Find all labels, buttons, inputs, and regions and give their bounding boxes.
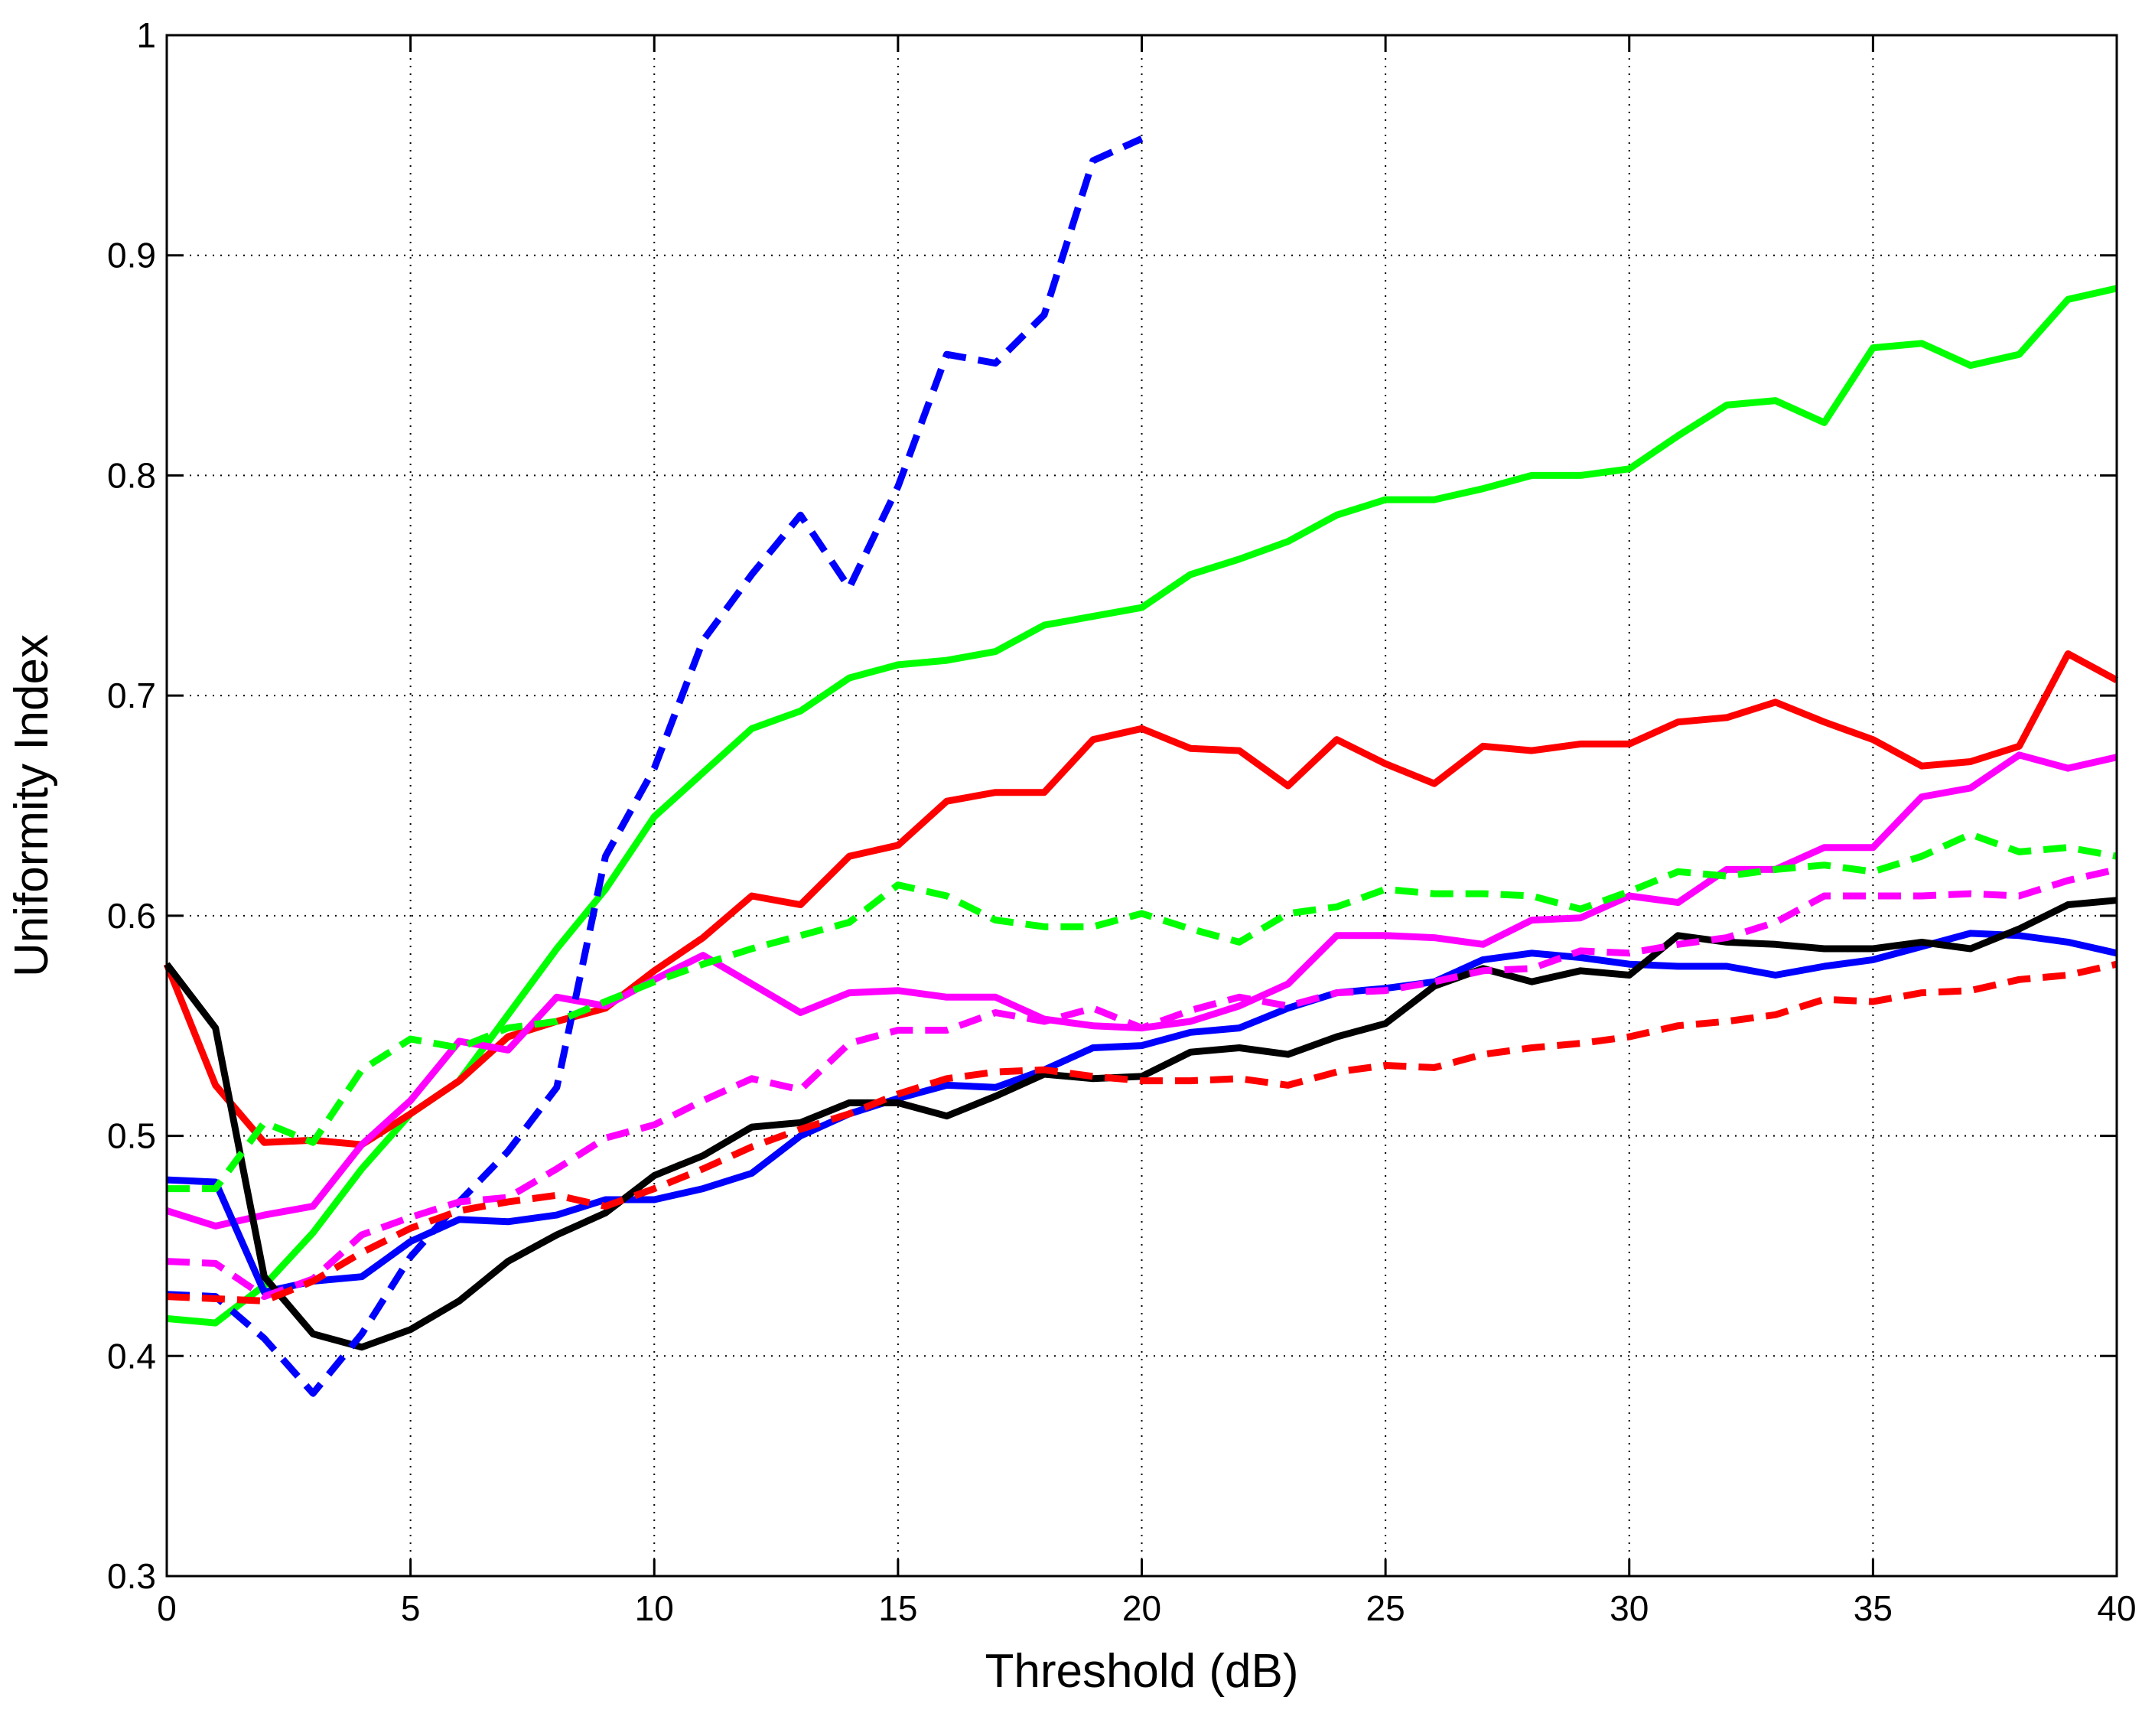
- y-tick-label: 0.5: [107, 1116, 156, 1156]
- series-line-7: [167, 830, 2118, 1193]
- x-tick-label: 30: [1610, 1588, 1649, 1628]
- y-tick-label: 1: [136, 15, 156, 55]
- series-line-2: [163, 650, 2119, 1148]
- series-line-1: [166, 285, 2118, 1327]
- series-group: [163, 135, 2119, 1397]
- x-tick-label: 5: [401, 1588, 421, 1628]
- series-line-4: [166, 930, 2118, 1296]
- y-tick-label: 0.4: [107, 1336, 156, 1376]
- y-tick-label: 0.3: [107, 1556, 156, 1596]
- x-tick-label: 0: [157, 1588, 177, 1628]
- x-tick-label: 20: [1122, 1588, 1161, 1628]
- series-line-9: [166, 960, 2118, 1304]
- series-line-8: [166, 866, 2118, 1301]
- x-tick-label: 15: [878, 1588, 917, 1628]
- plot-area: [167, 35, 2117, 1576]
- y-axis-title: Uniformity Index: [5, 634, 58, 977]
- x-tick-label: 10: [635, 1588, 674, 1628]
- ticks: 0 5 10 15 20 25 30 35 40 0.3 0.4 0.5 0.6 0.7 0.8 0.9 1: [107, 15, 2137, 1628]
- series-line-6: [166, 135, 1144, 1397]
- x-tick-label: 25: [1366, 1588, 1405, 1628]
- x-tick-label: 35: [1854, 1588, 1893, 1628]
- y-tick-label: 0.6: [107, 896, 156, 936]
- x-axis-title: Threshold (dB): [985, 1645, 1298, 1698]
- x-tick-label: 40: [2097, 1588, 2136, 1628]
- y-tick-label: 0.8: [107, 455, 156, 495]
- y-tick-label: 0.7: [107, 676, 156, 715]
- y-tick-label: 0.9: [107, 236, 156, 275]
- series-line-5: [164, 897, 2118, 1351]
